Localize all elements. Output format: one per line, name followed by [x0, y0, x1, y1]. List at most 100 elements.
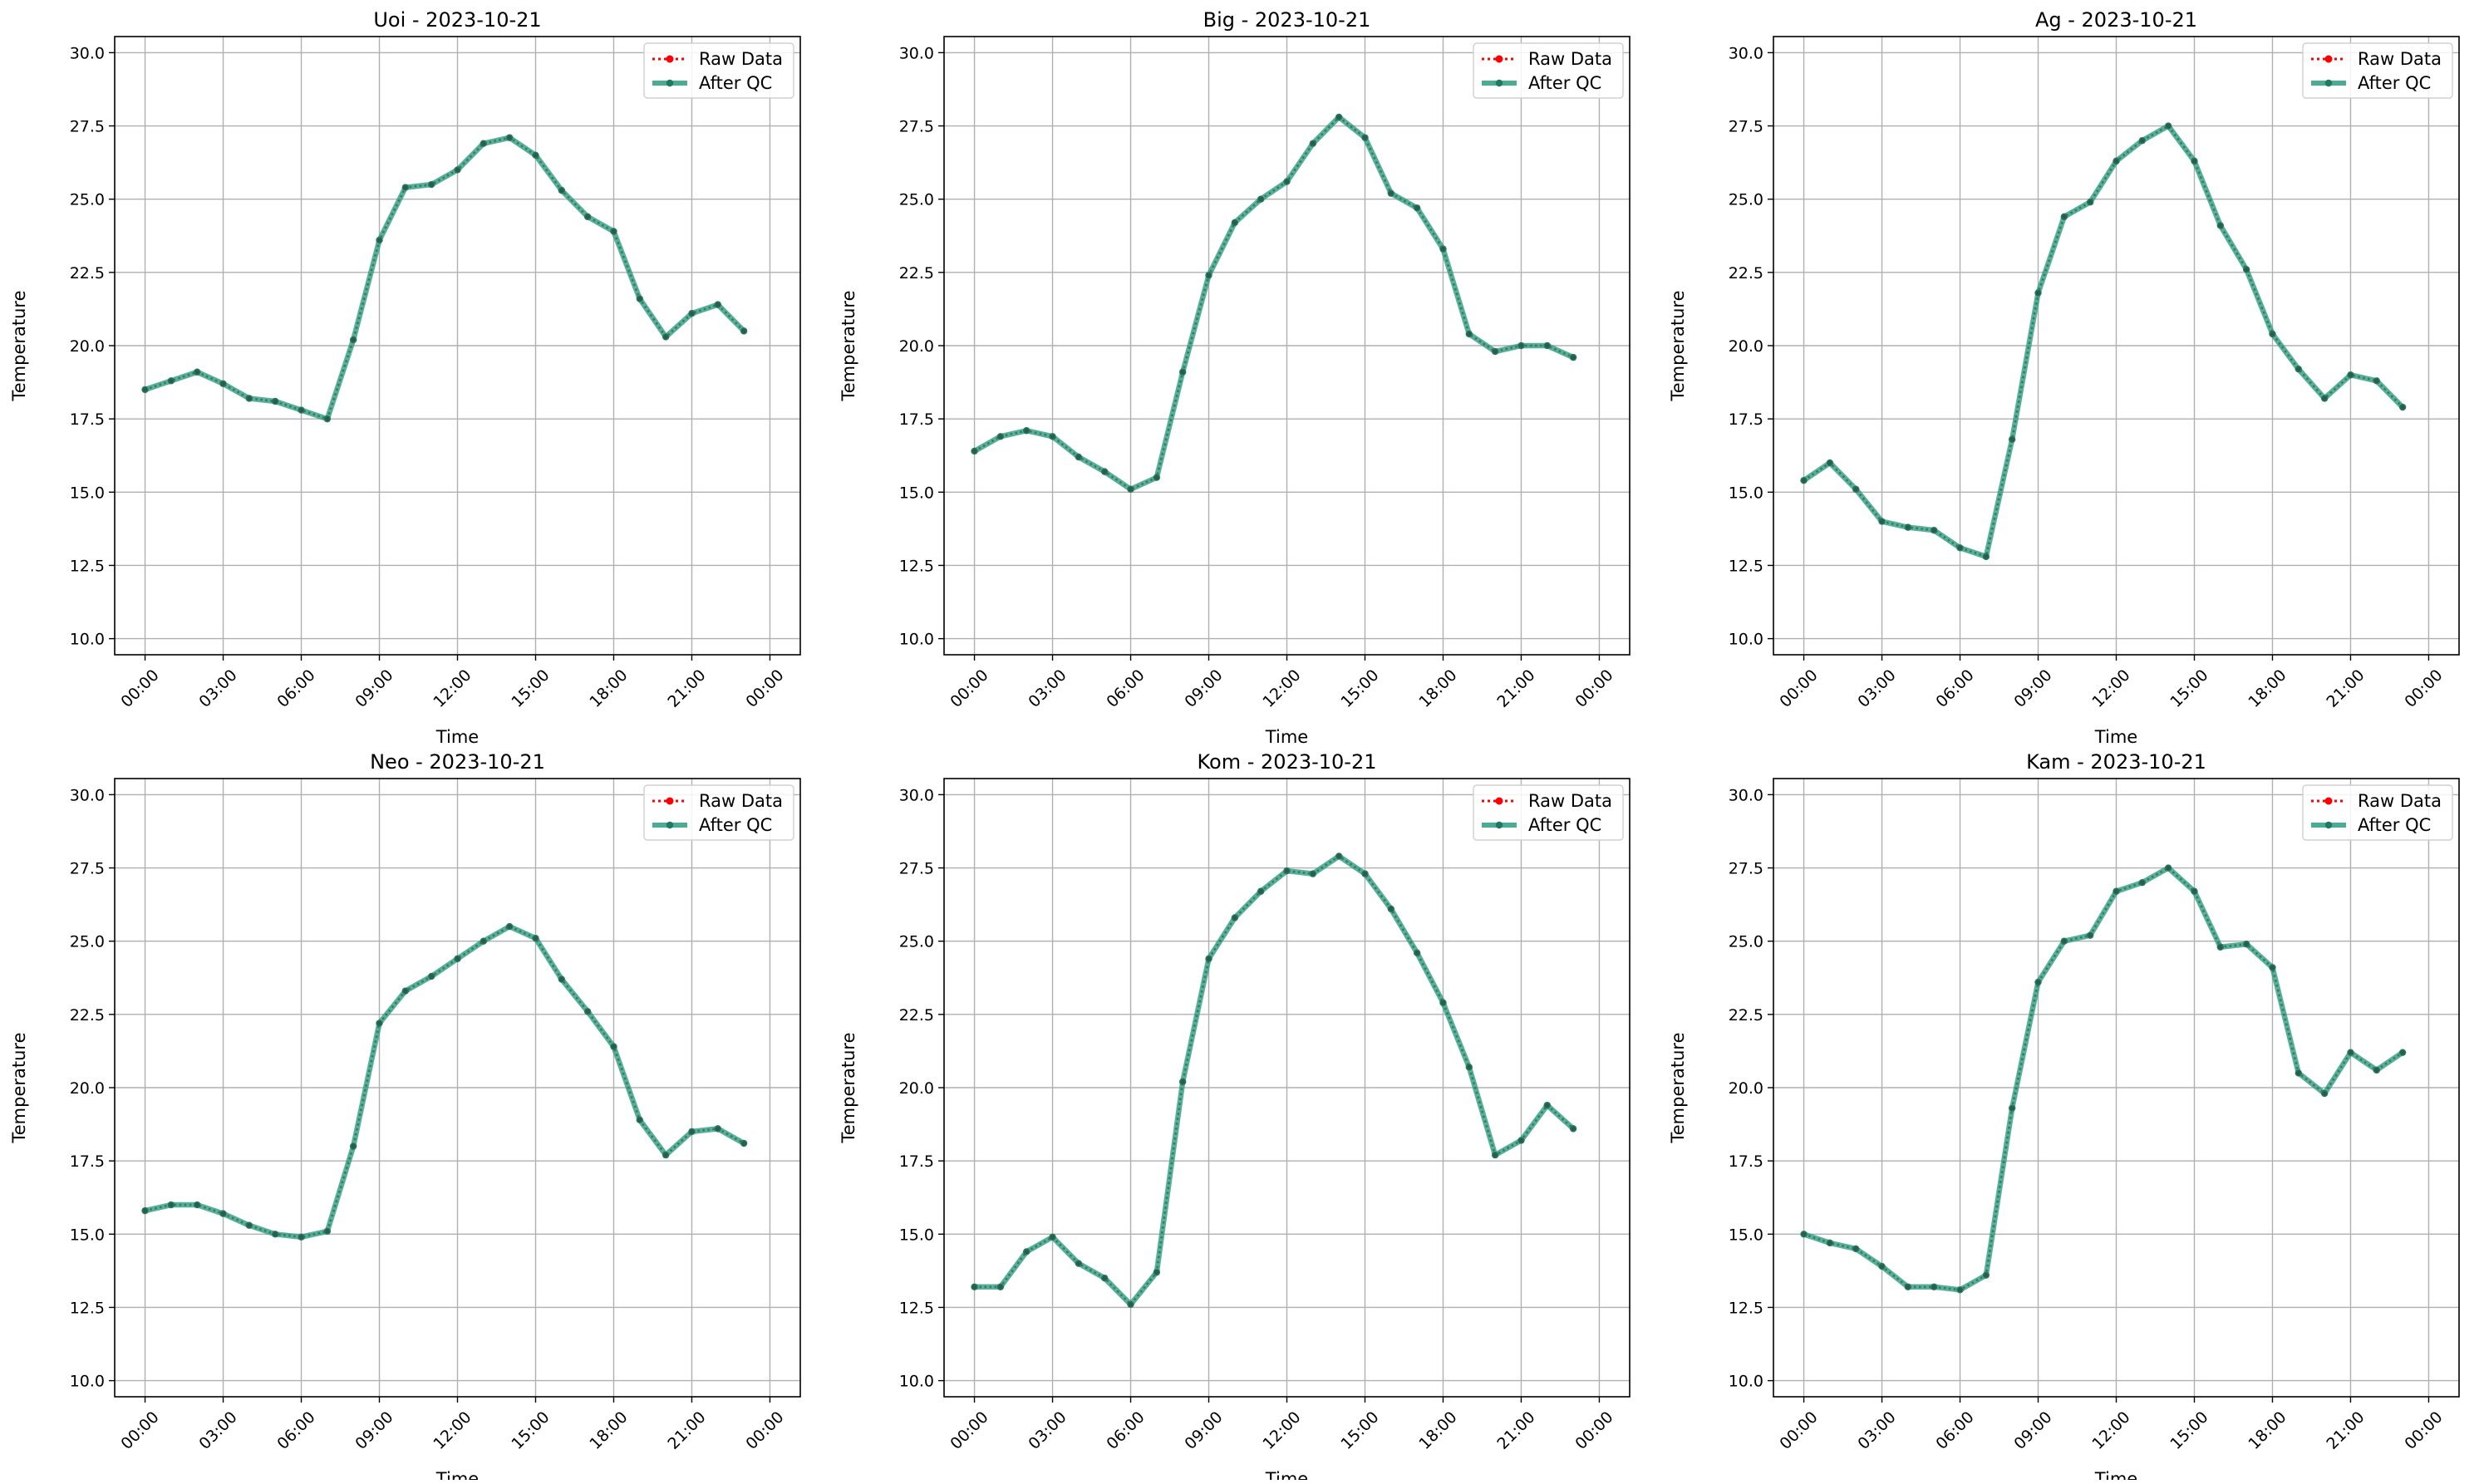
x-tick-label: 03:00 — [1025, 666, 1070, 711]
point-raw-data — [1957, 545, 1963, 550]
x-tick-label: 12:00 — [1259, 1408, 1304, 1453]
x-tick-label: 18:00 — [1415, 666, 1460, 711]
point-raw-data — [1206, 956, 1212, 961]
legend-marker-raw-data — [1495, 797, 1503, 805]
point-raw-data — [2140, 880, 2145, 885]
point-raw-data — [2218, 945, 2223, 950]
x-tick-label: 18:00 — [586, 1408, 631, 1453]
point-raw-data — [169, 378, 174, 383]
y-axis-label: Temperature — [839, 1032, 858, 1143]
y-tick-label: 27.5 — [1729, 118, 1763, 136]
y-tick-label: 30.0 — [70, 44, 105, 62]
point-raw-data — [1336, 115, 1341, 120]
legend-marker-after-qc — [1495, 821, 1503, 829]
point-raw-data — [559, 976, 564, 982]
chart-title: Neo - 2023-10-21 — [370, 750, 545, 774]
point-raw-data — [169, 1202, 174, 1207]
point-raw-data — [273, 399, 278, 404]
x-tick-label: 09:00 — [2010, 1408, 2055, 1453]
y-tick-label: 22.5 — [70, 1006, 105, 1025]
y-tick-label: 22.5 — [1729, 264, 1763, 283]
legend-marker-raw-data — [1495, 55, 1503, 63]
point-raw-data — [2009, 1106, 2014, 1111]
y-tick-label: 25.0 — [899, 191, 934, 209]
y-tick-label: 17.5 — [70, 410, 105, 429]
point-raw-data — [325, 1229, 330, 1234]
legend-marker-after-qc — [2324, 821, 2333, 829]
point-raw-data — [1827, 460, 1832, 465]
x-tick-label: 09:00 — [1181, 1408, 1226, 1453]
x-tick-label: 18:00 — [2245, 1408, 2290, 1453]
x-tick-label: 15:00 — [508, 666, 553, 711]
x-tick-label: 21:00 — [1493, 666, 1538, 711]
legend-label-after-qc: After QC — [2358, 815, 2431, 835]
x-tick-label: 21:00 — [1493, 1408, 1538, 1453]
point-raw-data — [559, 188, 564, 193]
legend: Raw Data After QC — [1473, 42, 1624, 99]
y-tick-label: 20.0 — [899, 337, 934, 356]
point-raw-data — [2296, 366, 2301, 371]
point-raw-data — [716, 1126, 721, 1131]
subplot-2: 10.0 12.5 15.0 17.5 20.0 22.5 25.0 27.5 30.0 00:0… — [839, 8, 1631, 747]
point-raw-data — [2400, 405, 2405, 410]
x-tick-label: 03:00 — [1854, 666, 1899, 711]
x-tick-label: 00:00 — [1776, 666, 1821, 711]
point-raw-data — [194, 370, 199, 375]
y-tick-label: 20.0 — [70, 337, 105, 356]
point-raw-data — [1050, 1235, 1055, 1240]
point-raw-data — [1879, 518, 1885, 524]
point-raw-data — [2322, 1091, 2327, 1096]
x-axis-label: Time — [2094, 727, 2137, 747]
y-tick-label: 20.0 — [70, 1079, 105, 1098]
legend-marker-after-qc — [1495, 79, 1503, 87]
legend-label-raw-data: Raw Data — [699, 791, 783, 811]
point-raw-data — [1311, 871, 1316, 877]
point-raw-data — [637, 1118, 642, 1123]
y-tick-label: 15.0 — [899, 484, 934, 502]
point-raw-data — [1827, 1241, 1832, 1246]
point-raw-data — [273, 1231, 278, 1236]
point-raw-data — [2088, 199, 2093, 204]
legend-marker-raw-data — [666, 797, 674, 805]
y-tick-label: 10.0 — [1729, 1373, 1763, 1391]
point-raw-data — [1389, 907, 1394, 912]
point-raw-data — [1518, 1138, 1524, 1143]
point-raw-data — [351, 1143, 356, 1149]
y-tick-label: 27.5 — [899, 118, 934, 136]
point-raw-data — [1879, 1264, 1885, 1269]
x-tick-label: 03:00 — [1854, 1408, 1899, 1453]
x-tick-label: 00:00 — [2401, 1408, 2446, 1453]
y-tick-label: 27.5 — [899, 860, 934, 878]
point-raw-data — [1493, 349, 1498, 354]
point-raw-data — [1440, 1000, 1446, 1005]
series-line-raw-data — [1803, 124, 2404, 558]
point-raw-data — [1957, 1287, 1963, 1292]
x-tick-label: 12:00 — [2088, 666, 2133, 711]
point-raw-data — [429, 182, 434, 187]
point-raw-data — [1389, 191, 1394, 196]
point-raw-data — [1467, 332, 1472, 337]
y-tick-label: 10.0 — [899, 631, 934, 649]
point-raw-data — [2062, 939, 2067, 944]
y-tick-label: 15.0 — [899, 1226, 934, 1244]
x-tick-label: 00:00 — [117, 1408, 162, 1453]
point-raw-data — [1284, 868, 1290, 873]
point-raw-data — [1414, 951, 1419, 956]
point-raw-data — [2374, 378, 2379, 383]
point-raw-data — [455, 956, 460, 961]
y-tick-label: 17.5 — [1729, 1152, 1763, 1171]
point-raw-data — [1154, 1270, 1159, 1275]
point-raw-data — [403, 989, 408, 994]
x-tick-label: 09:00 — [352, 666, 396, 711]
legend-marker-raw-data — [2324, 797, 2333, 805]
x-tick-label: 00:00 — [1572, 666, 1616, 711]
y-tick-label: 30.0 — [899, 44, 934, 62]
x-tick-label: 09:00 — [352, 1408, 396, 1453]
y-axis-label: Temperature — [839, 290, 858, 401]
point-raw-data — [2113, 159, 2119, 164]
point-raw-data — [2035, 980, 2041, 985]
y-tick-label: 27.5 — [1729, 860, 1763, 878]
point-raw-data — [1102, 469, 1107, 474]
